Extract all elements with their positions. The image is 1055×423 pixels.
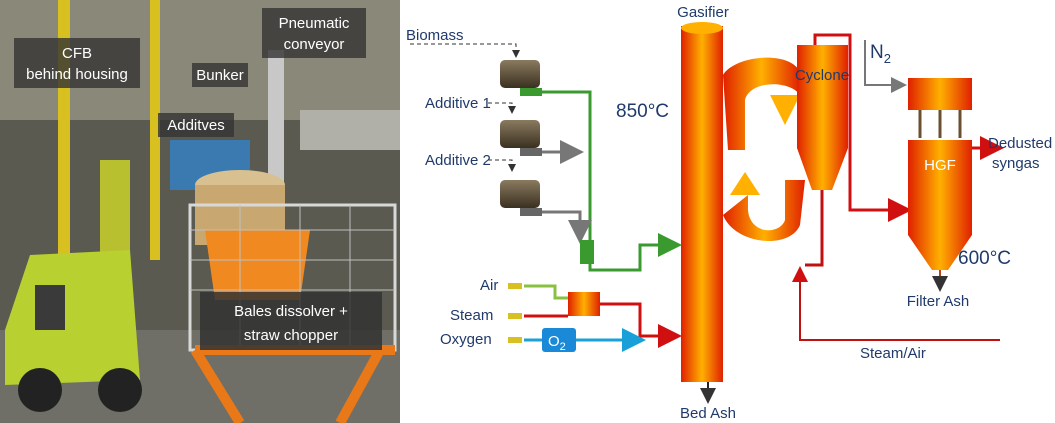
figure: Pneumatic conveyor CFB behind housing Bu… <box>0 0 1055 423</box>
additive-feed <box>488 160 512 170</box>
feeder <box>500 180 540 208</box>
gas-label: Air <box>480 277 498 294</box>
photo-label: conveyor <box>284 36 345 53</box>
photo-label: Additves <box>167 117 225 134</box>
screw <box>520 148 542 156</box>
gas-label: Steam <box>450 307 493 324</box>
temperature: 850°C <box>616 101 669 122</box>
gas-text: N <box>870 42 884 63</box>
unit-label: Gasifier <box>677 4 729 21</box>
feeder <box>500 120 540 148</box>
gas-subscript: 2 <box>560 341 566 353</box>
steam-air-line <box>800 270 1000 340</box>
output-label: Filter Ash <box>907 293 970 310</box>
body: Pneumatic conveyor CFB behind housing Bu… <box>0 0 1055 423</box>
photo: Pneumatic conveyor CFB behind housing Bu… <box>0 0 400 423</box>
unit-label: Cyclone <box>795 67 849 84</box>
hgf-valves <box>920 110 960 138</box>
cyclone-return <box>805 190 822 265</box>
loop-arrow <box>730 172 760 195</box>
photo-label: CFB <box>62 45 92 62</box>
output-label: Bed Ash <box>680 405 736 422</box>
output-text: syngas <box>992 155 1040 172</box>
inlet-marks <box>508 286 522 340</box>
temperature: 600°C <box>958 248 1011 269</box>
output-text: Dedusted <box>988 135 1052 152</box>
feed-label: Additive 2 <box>425 152 491 169</box>
rotary-valve <box>580 240 594 264</box>
preheater <box>568 292 600 316</box>
process-diagram: Biomass Additive 1 Additive 2 850°C Gasi… <box>406 4 1052 422</box>
feed-label: Biomass <box>406 27 464 44</box>
gas-subscript: 2 <box>884 51 891 66</box>
gas-text: O <box>548 333 560 350</box>
additive-line <box>542 212 580 238</box>
photo-label: straw chopper <box>244 327 338 344</box>
additive-feed <box>488 103 512 112</box>
photo-label: Bunker <box>196 67 244 84</box>
forklift-wheel <box>18 368 62 412</box>
biomass-feed <box>410 44 516 56</box>
forklift-wheel <box>98 368 142 412</box>
feed-label: Additive 1 <box>425 95 491 112</box>
hgf-head <box>908 78 972 110</box>
output-label: Dedusted syngas <box>988 135 1052 172</box>
gasifier-top <box>681 22 723 34</box>
gas-label: Steam/Air <box>860 345 926 362</box>
photo-label: behind housing <box>26 66 128 83</box>
agent-line <box>600 304 676 336</box>
gas-label: Oxygen <box>440 331 492 348</box>
gasifier <box>681 26 723 382</box>
feeders <box>500 60 542 216</box>
gas-label: N2 <box>870 42 891 66</box>
duct <box>300 110 400 150</box>
forklift-body <box>5 250 140 385</box>
screw <box>520 208 542 216</box>
air-line <box>524 286 568 298</box>
feeder <box>500 60 540 88</box>
photo-label: Bales dissolver + <box>234 303 348 320</box>
page: Biomass gasification plant {"photo": {"l… <box>0 0 1055 423</box>
screw <box>520 88 542 96</box>
unit-label: HGF <box>924 157 956 174</box>
loop-arrow <box>770 95 800 125</box>
photo-label: Pneumatic <box>279 15 350 32</box>
driver <box>35 285 65 330</box>
